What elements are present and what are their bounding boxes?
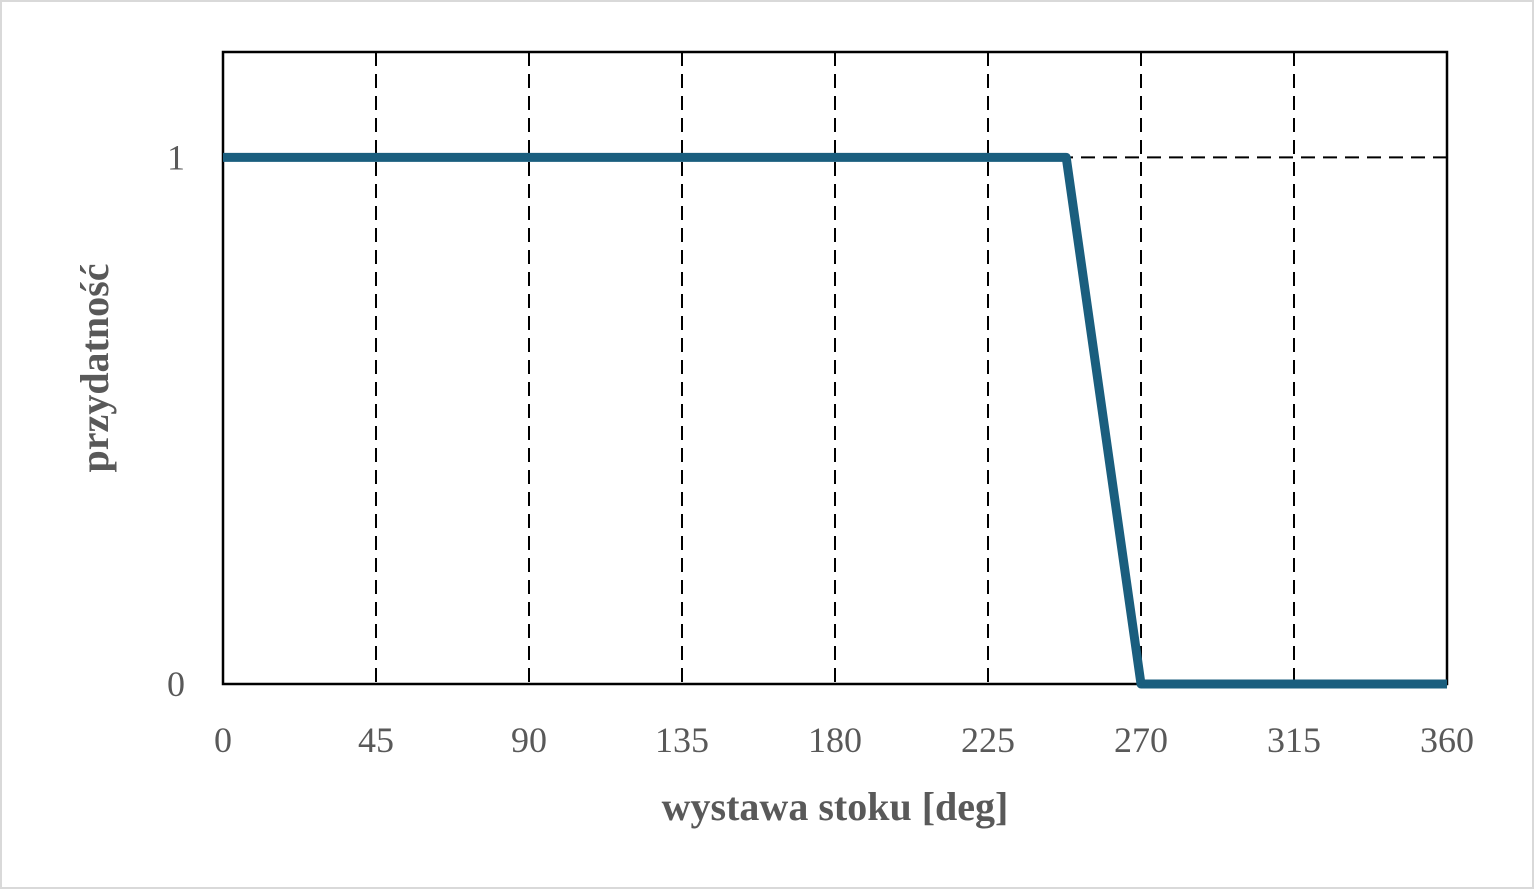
grid-lines [223, 52, 1447, 684]
plot-area [221, 50, 1449, 686]
x-tick-label: 45 [358, 720, 394, 760]
series-layer [223, 152, 1447, 689]
x-tick-label: 225 [961, 720, 1015, 760]
x-tick-label: 0 [214, 720, 232, 760]
x-tick-label: 90 [511, 720, 547, 760]
y-tick-label: 1 [167, 137, 185, 177]
x-tick-label: 360 [1420, 720, 1474, 760]
x-tick-label: 180 [808, 720, 862, 760]
x-tick-label: 315 [1267, 720, 1321, 760]
y-axis-title: przydatność [72, 264, 117, 473]
y-tick-label: 0 [167, 664, 185, 704]
x-axis-title: wystawa stoku [deg] [662, 784, 1009, 829]
x-tick-label: 270 [1114, 720, 1168, 760]
tick-labels: 0 45 90 135 180 225 270 315 360 0 1 [167, 137, 1474, 760]
series-line [223, 152, 1447, 689]
x-tick-label: 135 [655, 720, 709, 760]
